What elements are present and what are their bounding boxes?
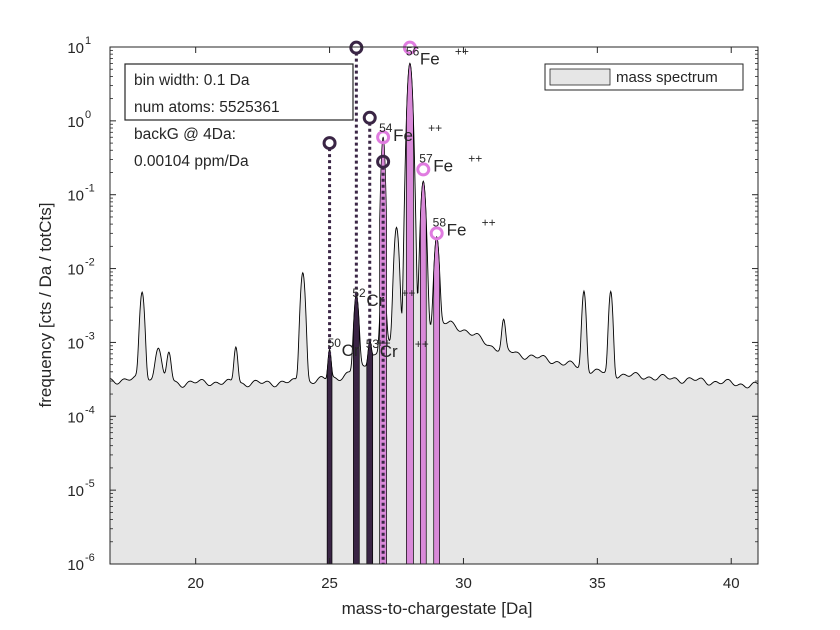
ion-label-50cr: 50 Cr ++ bbox=[328, 336, 391, 360]
y-tick-label-base-3: 10 bbox=[67, 335, 84, 352]
ion-label-58fe: 58 Fe ++ bbox=[433, 215, 496, 239]
ion-charge-57fe: ++ bbox=[468, 151, 482, 165]
legend-label: mass spectrum bbox=[616, 69, 718, 86]
ion-isotope-53cr: 53 bbox=[366, 337, 380, 351]
ion-charge-50cr: ++ bbox=[377, 336, 391, 350]
y-tick-label-base-5: 10 bbox=[67, 188, 84, 205]
ion-range-53cr bbox=[366, 340, 374, 565]
ion-element-57fe: Fe bbox=[433, 156, 453, 175]
ion-isotope-52cr: 52 bbox=[352, 286, 366, 300]
y-tick-label-exp-6: 0 bbox=[85, 109, 91, 121]
y-tick-label-exp-3: -3 bbox=[85, 330, 95, 342]
ion-element-52cr: Cr bbox=[366, 291, 384, 310]
ion-marker-56fe bbox=[402, 40, 417, 55]
ion-charge-58fe: ++ bbox=[482, 215, 496, 229]
ion-marker-50cr bbox=[322, 136, 337, 151]
ion-marker-54fe bbox=[376, 130, 391, 145]
y-tick-label-base-2: 10 bbox=[67, 409, 84, 426]
x-axis-label: mass-to-chargestate [Da] bbox=[342, 599, 533, 618]
ion-range-58fe bbox=[433, 236, 440, 565]
y-tick-label-base-6: 10 bbox=[67, 114, 84, 131]
ion-element-53cr: Cr bbox=[380, 342, 398, 361]
info-box: bin width: 0.1 Da num atoms: 5525361 bac… bbox=[124, 63, 354, 170]
ion-label-57fe: 57 Fe ++ bbox=[419, 151, 482, 175]
legend-swatch bbox=[549, 68, 611, 86]
ion-marker-54cr bbox=[376, 154, 391, 169]
legend: mass spectrum bbox=[544, 63, 744, 91]
ion-marker-58fe bbox=[429, 226, 444, 241]
x-tick-label-40: 40 bbox=[723, 575, 740, 592]
ion-isotope-54fe: 54 bbox=[379, 121, 393, 135]
ion-isotope-50cr: 50 bbox=[328, 336, 342, 350]
x-tick-label-30: 30 bbox=[455, 575, 472, 592]
ion-element-54fe: Fe bbox=[393, 126, 413, 145]
ion-marker-52cr bbox=[349, 40, 364, 55]
ion-isotope-56fe: 56 bbox=[406, 45, 420, 59]
ion-label-52cr: 52 Cr ++ bbox=[352, 286, 415, 310]
ion-isotope-57fe: 57 bbox=[419, 151, 433, 165]
ion-isotope-58fe: 58 bbox=[433, 215, 447, 229]
y-tick-label-exp-7: 1 bbox=[85, 35, 91, 47]
y-tick-label-exp-4: -2 bbox=[85, 257, 95, 269]
ion-element-58fe: Fe bbox=[447, 220, 467, 239]
y-tick-label-exp-1: -5 bbox=[85, 478, 95, 490]
info-box-frame bbox=[124, 63, 354, 121]
ion-marker-57fe bbox=[416, 162, 431, 177]
x-tick-label-35: 35 bbox=[589, 575, 606, 592]
ion-charge-54fe: ++ bbox=[428, 121, 442, 135]
ion-label-56fe: 56 Fe ++ bbox=[406, 45, 469, 69]
ion-labels: 50 Cr ++52 Cr ++53 Cr ++54 Fe ++56 Fe ++57 Fe ++58 Fe… bbox=[328, 45, 496, 361]
info-line-background-value: 0.00104 ppm/Da bbox=[134, 153, 249, 170]
ion-range-54fe bbox=[379, 136, 387, 565]
x-tick-label-25: 25 bbox=[321, 575, 338, 592]
ion-charge-56fe: ++ bbox=[455, 45, 469, 59]
info-line-num-atoms: num atoms: 5525361 bbox=[134, 99, 280, 116]
ion-label-53cr: 53 Cr ++ bbox=[366, 337, 429, 361]
y-tick-label-base-4: 10 bbox=[67, 262, 84, 279]
ion-label-54fe: 54 Fe ++ bbox=[379, 121, 442, 145]
info-line-bin-width: bin width: 0.1 Da bbox=[134, 72, 250, 89]
info-line-background: backG @ 4Da: bbox=[134, 126, 236, 143]
ion-charge-53cr: ++ bbox=[415, 337, 429, 351]
y-tick-label-base-0: 10 bbox=[67, 557, 84, 574]
ion-markers bbox=[322, 40, 444, 564]
legend-frame bbox=[544, 63, 744, 91]
axes-frame bbox=[109, 46, 759, 565]
y-tick-label-base-7: 10 bbox=[67, 40, 84, 57]
ion-charge-52cr: ++ bbox=[401, 286, 415, 300]
y-tick-label-base-1: 10 bbox=[67, 483, 84, 500]
y-tick-label-exp-0: -6 bbox=[85, 552, 95, 564]
ion-range-57fe bbox=[419, 180, 427, 565]
ion-element-50cr: Cr bbox=[342, 341, 360, 360]
ion-marker-53cr bbox=[362, 110, 377, 125]
ion-range-56fe bbox=[406, 62, 414, 565]
y-tick-label-exp-2: -4 bbox=[85, 404, 95, 416]
x-tick-label-20: 20 bbox=[187, 575, 204, 592]
y-axis-label: frequency [cts / Da / totCts] bbox=[36, 202, 55, 407]
ion-element-56fe: Fe bbox=[420, 50, 440, 69]
y-tick-label-exp-5: -1 bbox=[85, 183, 95, 195]
